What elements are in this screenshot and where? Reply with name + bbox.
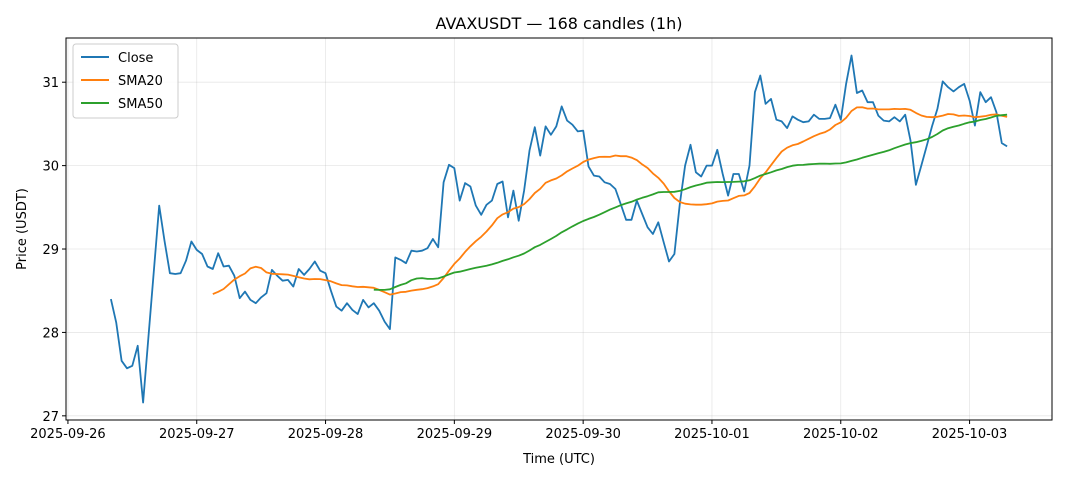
x-tick-label: 2025-09-28 (288, 427, 364, 442)
y-tick-label: 31 (42, 76, 59, 91)
sma50-line (373, 113, 1008, 291)
x-tick-label: 2025-09-27 (159, 427, 235, 442)
x-tick-label: 2025-10-03 (932, 427, 1008, 442)
y-tick-label: 29 (42, 243, 59, 258)
close-line (110, 54, 1008, 404)
y-tick-label: 28 (42, 326, 59, 341)
x-tick-label: 2025-09-29 (417, 427, 493, 442)
x-tick-label: 2025-09-26 (30, 427, 106, 442)
sma20-line (212, 106, 1008, 296)
x-tick-label: 2025-09-30 (545, 427, 621, 442)
y-axis: 27 28 29 30 31 (42, 76, 66, 425)
x-axis: 2025-09-26 2025-09-27 2025-09-28 2025-09-29… (30, 420, 1007, 442)
series-lines (110, 54, 1008, 404)
chart-title: AVAXUSDT — 168 candles (1h) (436, 14, 683, 33)
legend: Close SMA20 SMA50 (72, 43, 179, 119)
x-tick-label: 2025-10-01 (674, 427, 750, 442)
plot-frame (65, 37, 1053, 421)
x-tick-label: 2025-10-02 (803, 427, 879, 442)
y-tick-label: 30 (42, 160, 59, 175)
y-tick-label: 27 (42, 410, 59, 425)
legend-label-sma50: SMA50 (118, 97, 163, 112)
legend-box (72, 43, 179, 119)
legend-label-sma20: SMA20 (118, 74, 163, 89)
y-axis-label: Price (USDT) (15, 188, 30, 270)
x-axis-label: Time (UTC) (522, 452, 595, 467)
legend-label-close: Close (118, 51, 153, 66)
grid (66, 38, 1052, 420)
